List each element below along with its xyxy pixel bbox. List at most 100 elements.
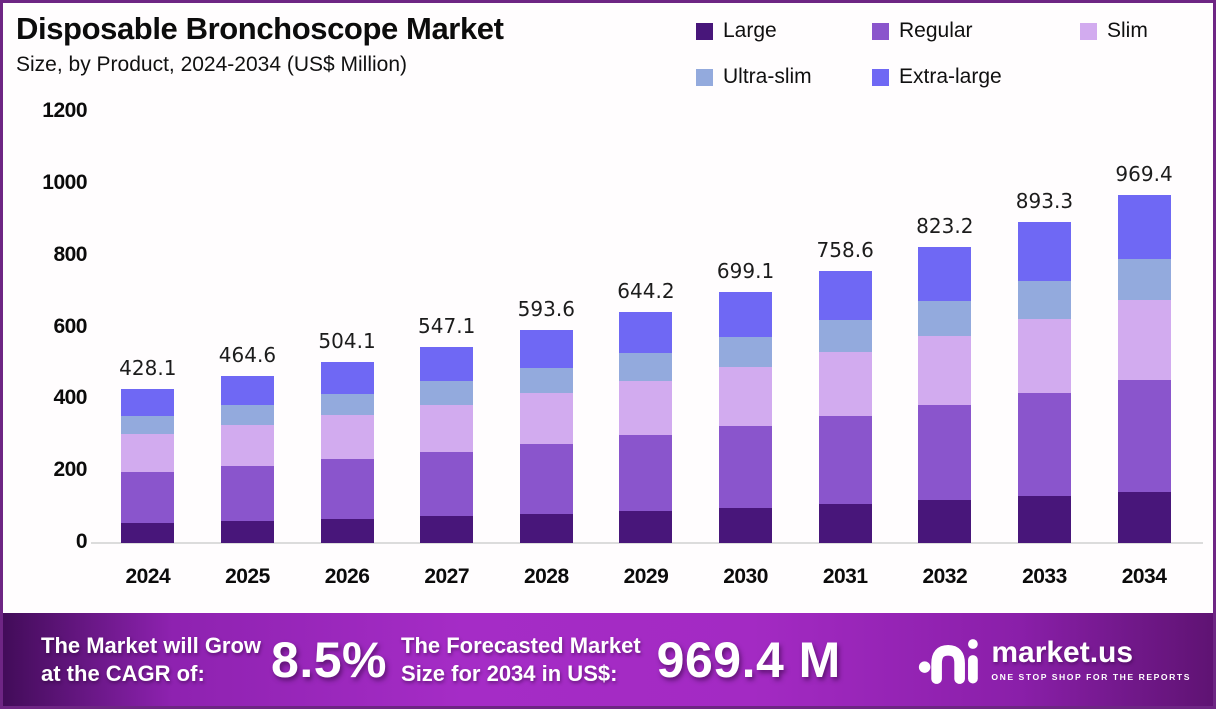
y-tick-1200: 1200 bbox=[42, 98, 87, 122]
bar-segment-2033-extra-large bbox=[1017, 222, 1071, 282]
plot-area: 428.1 464.6 504.1 547.1 593.6 644.2 699.1 758.6… bbox=[98, 112, 1194, 543]
bar-segment-2030-regular bbox=[719, 426, 773, 508]
y-tick-600: 600 bbox=[53, 314, 87, 338]
cagr-value: 8.5% bbox=[271, 631, 388, 688]
y-tick-800: 800 bbox=[53, 242, 87, 266]
bar-segment-2024-ultra-slim bbox=[121, 416, 175, 435]
marketus-logo-icon bbox=[919, 638, 979, 684]
bar-segment-2027-extra-large bbox=[420, 346, 474, 382]
bar-2026 bbox=[320, 362, 374, 543]
brand-tagline: ONE STOP SHOP FOR THE REPORTS bbox=[991, 671, 1191, 682]
bar-segment-2033-large bbox=[1017, 496, 1071, 543]
forecast-label-line1: The Forecasted Market bbox=[401, 633, 641, 658]
bar-total-label-2032: 823.2 bbox=[916, 214, 974, 239]
x-label-2030: 2030 bbox=[723, 565, 768, 588]
x-label-2033: 2033 bbox=[1022, 565, 1067, 588]
forecast-label: The Forecasted Market Size for 2034 in U… bbox=[401, 632, 641, 687]
bar-segment-2032-regular bbox=[918, 404, 972, 501]
bar-segment-2033-regular bbox=[1017, 393, 1071, 497]
legend-item-extra-large: Extra-large bbox=[872, 65, 1080, 89]
bar-segment-2033-ultra-slim bbox=[1017, 281, 1071, 320]
bar-segment-2029-large bbox=[619, 510, 673, 543]
x-axis-line bbox=[91, 542, 1203, 544]
bar-segment-2025-regular bbox=[220, 465, 274, 521]
bar-total-label-2027: 547.1 bbox=[418, 313, 476, 338]
bar-segment-2024-regular bbox=[121, 471, 175, 523]
bar-column-2033: 893.3 bbox=[995, 189, 1094, 543]
bar-segment-2025-extra-large bbox=[220, 376, 274, 406]
bar-2030 bbox=[719, 292, 773, 543]
legend-swatch-regular bbox=[872, 22, 889, 40]
y-tick-400: 400 bbox=[53, 386, 87, 410]
bar-total-label-2026: 504.1 bbox=[318, 329, 376, 354]
bar-segment-2025-slim bbox=[220, 425, 274, 466]
legend-item-large: Large bbox=[696, 19, 872, 43]
marketus-logo[interactable]: market.us ONE STOP SHOP FOR THE REPORTS bbox=[918, 633, 1191, 687]
bar-segment-2032-large bbox=[918, 500, 972, 543]
bar-segment-2029-extra-large bbox=[619, 311, 673, 354]
bar-segment-2032-extra-large bbox=[918, 247, 972, 302]
bar-2033 bbox=[1017, 222, 1071, 543]
legend-item-ultra-slim: Ultra-slim bbox=[696, 65, 872, 89]
bar-segment-2026-slim bbox=[320, 415, 374, 459]
bar-segment-2025-large bbox=[220, 520, 274, 543]
legend-swatch-slim bbox=[1080, 22, 1097, 40]
bar-total-label-2029: 644.2 bbox=[617, 278, 675, 303]
footer-banner: The Market will Grow at the CAGR of: 8.5… bbox=[3, 613, 1213, 706]
x-label-2026: 2026 bbox=[324, 565, 370, 588]
x-label-2024: 2024 bbox=[125, 565, 171, 588]
legend-swatch-ultra-slim bbox=[696, 68, 713, 86]
bar-segment-2027-large bbox=[420, 516, 474, 543]
bar-column-2032: 823.2 bbox=[895, 214, 994, 543]
chart-header: Disposable Bronchoscope Market Size, by … bbox=[16, 11, 504, 77]
bar-segment-2031-regular bbox=[818, 415, 872, 505]
bar-segment-2028-slim bbox=[519, 393, 573, 444]
cagr-label-line1: The Market will Grow bbox=[41, 633, 262, 658]
chart-title: Disposable Bronchoscope Market bbox=[16, 11, 504, 46]
bar-segment-2032-ultra-slim bbox=[918, 301, 972, 337]
bar-segment-2029-slim bbox=[619, 380, 673, 436]
bar-segment-2032-slim bbox=[918, 336, 972, 405]
bar-total-label-2028: 593.6 bbox=[517, 296, 575, 321]
bar-segment-2034-slim bbox=[1117, 300, 1171, 381]
bar-column-2029: 644.2 bbox=[596, 279, 695, 543]
bar-segment-2027-ultra-slim bbox=[420, 381, 474, 405]
bar-2034 bbox=[1117, 194, 1171, 543]
bar-segment-2026-extra-large bbox=[320, 362, 374, 394]
bar-segment-2024-large bbox=[121, 522, 175, 543]
bar-2032 bbox=[918, 247, 972, 543]
x-axis-labels: 2024 2025 2026 2027 2028 2029 2030 2031 2032 2033… bbox=[98, 565, 1194, 589]
bar-segment-2027-slim bbox=[420, 404, 474, 452]
bar-column-2026: 504.1 bbox=[298, 329, 397, 543]
x-label-2032: 2032 bbox=[922, 565, 968, 588]
bar-column-2030: 699.1 bbox=[696, 259, 795, 543]
bar-segment-2030-ultra-slim bbox=[719, 337, 773, 368]
bar-segment-2031-extra-large bbox=[818, 270, 872, 321]
bar-column-2024: 428.1 bbox=[98, 356, 197, 543]
bar-segment-2025-ultra-slim bbox=[220, 405, 274, 426]
bar-segment-2031-ultra-slim bbox=[818, 320, 872, 353]
bar-segment-2031-large bbox=[818, 504, 872, 543]
forecast-value: 969.4 M bbox=[656, 631, 841, 688]
legend-label: Extra-large bbox=[899, 65, 1002, 88]
bar-segment-2027-regular bbox=[420, 451, 474, 517]
bar-2029 bbox=[619, 311, 673, 543]
bar-segment-2033-slim bbox=[1017, 319, 1071, 394]
bar-2024 bbox=[121, 389, 175, 543]
bar-column-2028: 593.6 bbox=[497, 297, 596, 543]
bar-segment-2028-regular bbox=[519, 443, 573, 514]
legend-item-regular: Regular bbox=[872, 19, 1080, 43]
bar-segment-2026-regular bbox=[320, 459, 374, 519]
x-label-2027: 2027 bbox=[424, 565, 470, 588]
legend-item-slim: Slim bbox=[1080, 19, 1200, 43]
bar-2028 bbox=[519, 329, 573, 543]
bar-total-label-2030: 699.1 bbox=[716, 259, 775, 284]
bar-column-2027: 547.1 bbox=[397, 314, 496, 543]
bar-column-2034: 969.4 bbox=[1095, 162, 1194, 543]
legend-swatch-extra-large bbox=[872, 68, 889, 86]
bar-segment-2034-extra-large bbox=[1117, 194, 1171, 260]
bar-total-label-2031: 758.6 bbox=[816, 237, 874, 262]
y-axis: 0 200 400 600 800 1000 1200 bbox=[3, 3, 87, 706]
y-tick-1000: 1000 bbox=[42, 170, 87, 194]
